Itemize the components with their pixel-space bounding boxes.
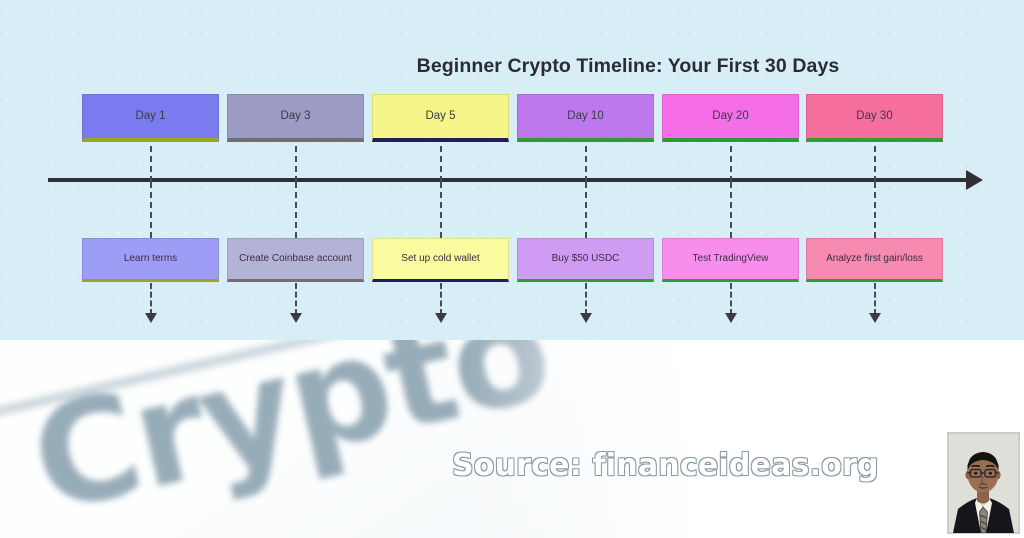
- task-box[interactable]: Set up cold wallet: [372, 238, 509, 282]
- arrow-down-icon: [579, 313, 592, 323]
- day-box[interactable]: Day 3: [227, 94, 364, 142]
- avatar-portrait-icon: [948, 433, 1019, 533]
- task-box[interactable]: Create Coinbase account: [227, 238, 364, 282]
- arrow-down-icon: [434, 313, 447, 323]
- connector-axis-to-task: [584, 182, 587, 238]
- connector-day-to-axis: [729, 146, 732, 182]
- arrow-down-icon: [868, 313, 881, 323]
- dot-grid-background: [0, 0, 1024, 340]
- connector-axis-to-task: [149, 182, 152, 238]
- photo-fade-overlay: [464, 340, 1024, 538]
- milestone-10: Day 10 Buy $50 USDC: [517, 0, 654, 340]
- day-box[interactable]: Day 10: [517, 94, 654, 142]
- arrow-down-icon: [724, 313, 737, 323]
- connector-task-down: [729, 283, 732, 315]
- day-box[interactable]: Day 20: [662, 94, 799, 142]
- task-box[interactable]: Learn terms: [82, 238, 219, 282]
- connector-task-down: [439, 283, 442, 315]
- day-box[interactable]: Day 30: [806, 94, 943, 142]
- milestone-1: Day 1 Learn terms: [82, 0, 219, 340]
- connector-day-to-axis: [294, 146, 297, 182]
- task-box[interactable]: Test TradingView: [662, 238, 799, 282]
- connector-axis-to-task: [873, 182, 876, 238]
- connector-task-down: [149, 283, 152, 315]
- milestone-5: Day 5 Set up cold wallet: [372, 0, 509, 340]
- connector-day-to-axis: [149, 146, 152, 182]
- arrow-down-icon: [289, 313, 302, 323]
- milestone-30: Day 30 Analyze first gain/loss: [806, 0, 943, 340]
- milestone-20: Day 20 Test TradingView: [662, 0, 799, 340]
- avatar: [947, 432, 1020, 534]
- timeline-axis-line: [48, 178, 978, 182]
- day-box[interactable]: Day 1: [82, 94, 219, 142]
- connector-axis-to-task: [294, 182, 297, 238]
- task-box[interactable]: Buy $50 USDC: [517, 238, 654, 282]
- milestone-3: Day 3 Create Coinbase account: [227, 0, 364, 340]
- connector-day-to-axis: [439, 146, 442, 182]
- connector-day-to-axis: [584, 146, 587, 182]
- page-title: Beginner Crypto Timeline: Your First 30 …: [416, 55, 840, 77]
- day-box[interactable]: Day 5: [372, 94, 509, 142]
- background-photo: Crypto: [0, 340, 1024, 538]
- connector-task-down: [873, 283, 876, 315]
- connector-axis-to-task: [729, 182, 732, 238]
- timeline-arrow-icon: [966, 170, 983, 190]
- source-caption: Source: financeideas.org: [451, 447, 879, 483]
- connector-day-to-axis: [873, 146, 876, 182]
- connector-axis-to-task: [439, 182, 442, 238]
- arrow-down-icon: [144, 313, 157, 323]
- connector-task-down: [294, 283, 297, 315]
- task-box[interactable]: Analyze first gain/loss: [806, 238, 943, 282]
- connector-task-down: [584, 283, 587, 315]
